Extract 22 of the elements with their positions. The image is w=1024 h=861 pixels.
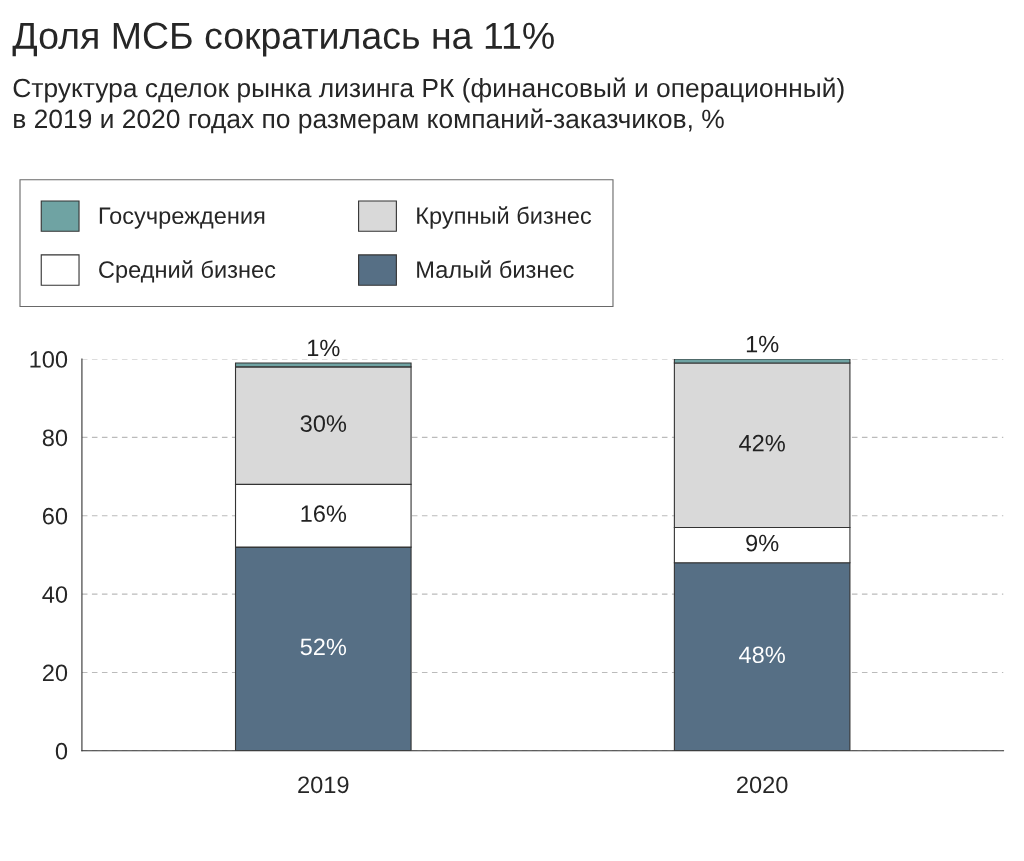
data-label: 1% <box>308 339 340 357</box>
chart-subtitle: Структура сделок рынка лизинга РК (финансовый и операционный) в 2019 и 2020 годах по размерам компаний-заказчиков, % <box>13 77 844 134</box>
y-tick-label: 80 <box>42 429 68 447</box>
y-tick-label: 60 <box>42 507 68 525</box>
data-label: 1% <box>746 335 779 353</box>
legend-label: Крупный бизнес <box>417 206 592 229</box>
legend-label: Госучреждения <box>99 207 265 229</box>
x-tick-label: 2019 <box>298 776 349 794</box>
y-tick-label: 40 <box>42 586 68 603</box>
data-label: 30% <box>300 415 347 432</box>
y-tick-label: 20 <box>42 664 68 682</box>
data-label: 9% <box>746 534 779 552</box>
y-tick-label: 100 <box>30 351 68 368</box>
legend-label: Малый бизнес <box>417 260 574 279</box>
y-tick-label: 0 <box>55 742 68 760</box>
chart-title: Доля МСБ сократилась на 11% <box>12 22 554 57</box>
legend-label: Средний бизнес <box>99 260 276 283</box>
data-label: 52% <box>300 638 347 656</box>
data-label: 48% <box>739 646 785 664</box>
data-label: 42% <box>739 434 785 452</box>
x-tick-label: 2020 <box>737 776 788 794</box>
data-label: 16% <box>301 505 347 523</box>
